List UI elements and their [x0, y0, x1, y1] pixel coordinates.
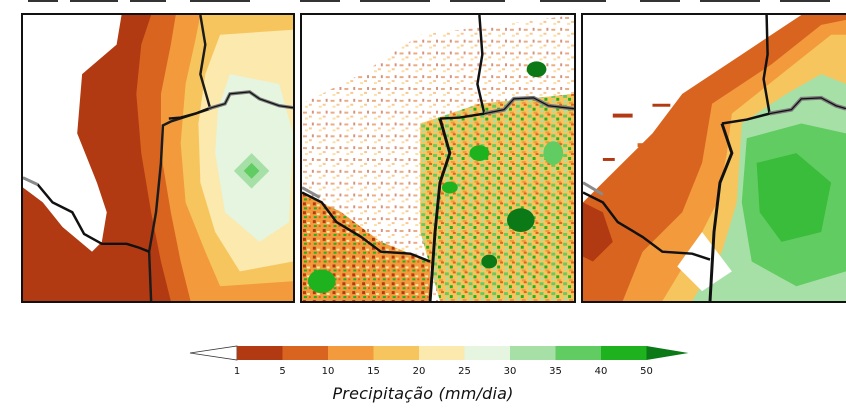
colorbar-segment	[464, 346, 510, 360]
colorbar-tick-label: 15	[367, 366, 380, 377]
coarse-resolution-map	[21, 13, 295, 303]
colorbar-title: Precipitação (mm/dia)	[332, 384, 514, 403]
colorbar-tick-label: 30	[503, 366, 517, 377]
cropped-caption-strip	[28, 0, 830, 2]
colorbar-tick-label: 50	[640, 366, 653, 377]
high-res-map-graphic	[302, 15, 574, 301]
colorbar-under-arrow	[189, 345, 238, 361]
colorbar-segment	[555, 346, 601, 360]
colorbar-segment	[237, 346, 283, 360]
colorbar-segment	[328, 346, 374, 360]
colorbar-tick-label: 1	[233, 366, 241, 377]
colorbar-tick-label: 25	[458, 366, 471, 377]
colorbar-tick-label: 10	[321, 366, 335, 377]
coarse-map-graphic	[23, 15, 293, 301]
high-resolution-map	[300, 13, 576, 303]
smoothed-map-graphic	[583, 15, 846, 301]
colorbar-tick-label: 20	[412, 366, 426, 377]
colorbar-tick-label: 5	[279, 366, 286, 377]
colorbar-segment	[510, 346, 556, 360]
colorbar-tick-label: 35	[549, 366, 562, 377]
colorbar-segments	[189, 345, 689, 361]
smoothed-high-resolution-map	[581, 13, 846, 303]
colorbar-tick-label: 40	[594, 366, 608, 377]
colorbar-segment	[373, 346, 419, 360]
colorbar-segment	[282, 346, 328, 360]
colorbar-over-arrow	[646, 346, 689, 360]
precipitation-colorbar	[189, 345, 689, 361]
colorbar-segment	[419, 346, 465, 360]
colorbar-segment	[601, 346, 647, 360]
